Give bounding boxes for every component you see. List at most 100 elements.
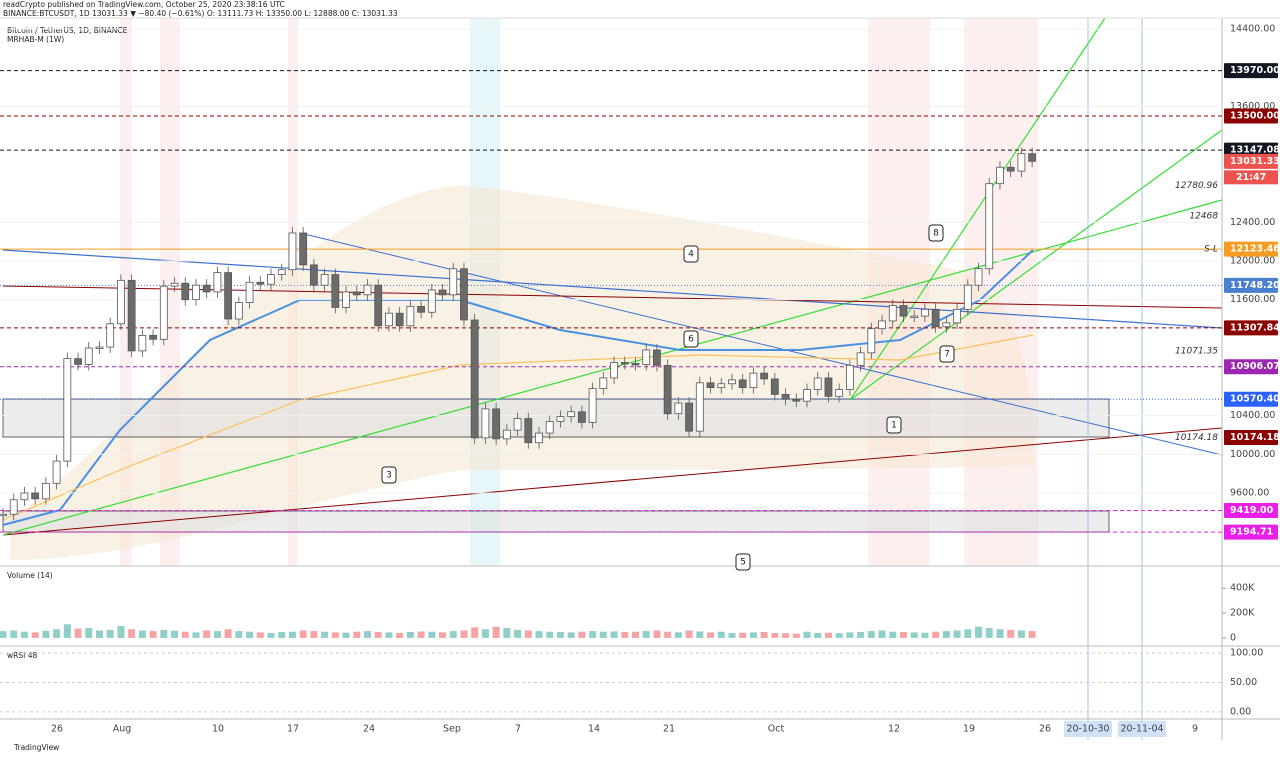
y-tick-label: 0 — [1230, 632, 1236, 643]
x-tick-label: 14 — [588, 724, 600, 735]
volume-bar — [610, 631, 618, 638]
volume-bar — [631, 631, 639, 638]
volume-bar — [117, 626, 125, 638]
volume-bar — [396, 632, 404, 638]
volume-bar — [932, 631, 940, 638]
volume-bar — [299, 630, 307, 638]
price-box-label: 11307.84 — [1230, 322, 1280, 333]
volume-bar — [792, 633, 800, 638]
candle-body — [52, 460, 61, 484]
volume-bar — [128, 629, 136, 638]
candle-body — [963, 284, 972, 310]
price-box-label: 11748.20 — [1230, 280, 1280, 291]
volume-bar — [578, 631, 586, 638]
volume-bar — [749, 632, 757, 638]
candle-body — [84, 347, 93, 365]
volume-bar — [685, 630, 693, 638]
candle-body — [406, 306, 415, 327]
volume-bar — [0, 631, 7, 638]
date-box — [1064, 721, 1112, 737]
callout-label: 8 — [933, 229, 939, 239]
price-box — [1224, 63, 1278, 79]
candle-body — [653, 349, 661, 366]
candle-body — [0, 513, 7, 517]
candle-body — [181, 282, 190, 301]
volume-bar — [53, 629, 61, 638]
footer: TradingView — [13, 743, 59, 752]
y-tick-label: 0.00 — [1230, 706, 1251, 717]
volume-bar — [321, 631, 329, 638]
candle-body — [1006, 166, 1015, 172]
volume-bar — [95, 630, 103, 638]
candle-body — [202, 284, 211, 293]
candle-body — [728, 379, 736, 385]
candle-body — [149, 335, 157, 340]
y-tick-label: 10000.00 — [1230, 449, 1275, 460]
candle-body — [502, 429, 511, 440]
price-box — [1224, 153, 1278, 169]
price-box-label: 13500.00 — [1230, 111, 1280, 122]
volume-bar — [203, 630, 211, 638]
price-box-label: 10174.18 — [1230, 432, 1280, 443]
volume-bar — [696, 631, 704, 638]
candle-body — [856, 352, 865, 366]
volume-bar — [213, 631, 221, 638]
candle-body — [803, 389, 811, 402]
volume-bar — [278, 631, 286, 638]
volume-bar — [149, 631, 157, 638]
candle-body — [749, 372, 758, 389]
candle-body — [245, 281, 254, 303]
price-box-label: 10906.07 — [1230, 361, 1280, 372]
y-tick-label: 12400.00 — [1230, 217, 1275, 228]
candle-body — [31, 492, 40, 500]
zone — [2, 398, 1110, 438]
candle-body — [1028, 153, 1037, 162]
candle-body — [781, 393, 790, 400]
wrsi-title: wRSI 48 — [7, 651, 37, 660]
annotation: 11071.35 — [1175, 346, 1218, 356]
volume-bar — [374, 631, 382, 638]
volume-bar — [589, 631, 597, 638]
volume-bar — [910, 632, 918, 638]
candle-body — [717, 383, 726, 389]
x-tick-label: 26 — [51, 724, 63, 735]
ma-line — [2, 334, 1034, 521]
callout-label: 1 — [891, 421, 897, 431]
volume-bar — [363, 631, 371, 638]
volume-bar — [567, 632, 575, 638]
volume-bar — [717, 631, 725, 638]
trend-line — [2, 427, 1223, 536]
candle-body — [138, 335, 147, 352]
volume-bar — [74, 628, 82, 638]
candle-body — [867, 328, 876, 354]
cloud — [10, 185, 1035, 560]
price-box — [1224, 320, 1278, 336]
callout — [381, 466, 397, 484]
candle-body — [460, 268, 468, 321]
candle-body — [213, 272, 222, 293]
price-box-label: 9194.71 — [1230, 527, 1273, 538]
price-box — [1224, 502, 1278, 518]
volume-bar — [975, 626, 983, 638]
zone — [2, 510, 1110, 533]
volume-bar — [246, 631, 254, 638]
candle-body — [438, 289, 447, 296]
y-tick-label: 13600.00 — [1230, 101, 1275, 112]
price-box — [1224, 429, 1278, 445]
volume-bar — [20, 631, 28, 638]
candle-body — [567, 411, 576, 418]
volume-bar — [63, 624, 71, 638]
x-tick-label: 9 — [1192, 724, 1198, 735]
x-tick-label: 26 — [1039, 724, 1051, 735]
countdown: 21:47 — [1236, 172, 1266, 183]
volume-bar — [267, 632, 275, 638]
volume-bar — [256, 632, 264, 638]
candle-body — [256, 281, 265, 285]
candle-body — [352, 291, 361, 296]
candle-body — [942, 322, 951, 328]
callout — [886, 416, 902, 434]
volume-bar — [546, 631, 554, 638]
y-tick-label: 10400.00 — [1230, 410, 1275, 421]
candle-body — [234, 302, 243, 320]
y-tick-label: 200K — [1230, 608, 1255, 619]
